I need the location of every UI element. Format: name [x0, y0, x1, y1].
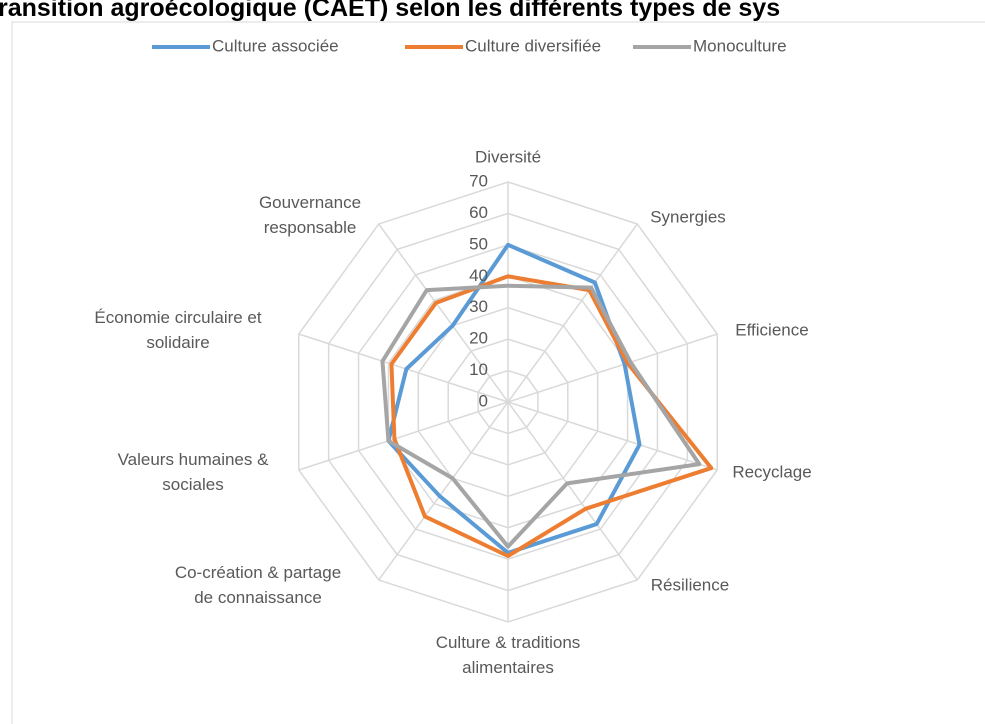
tick-label: 40	[469, 266, 488, 285]
series-line	[380, 283, 702, 549]
tick-label: 70	[469, 171, 488, 190]
legend-label: Culture associée	[212, 36, 339, 55]
axis-label: Gouvernance responsable	[258, 193, 362, 237]
axis-label: Valeurs humaines & sociales	[117, 450, 269, 494]
axis-label: Efficience	[735, 320, 809, 340]
spoke	[507, 333, 718, 403]
axis-label: Synergies	[650, 207, 726, 227]
chart-frame	[11, 21, 985, 724]
axis-label: Recyclage	[732, 462, 812, 482]
spoke	[507, 401, 718, 471]
series-line	[389, 274, 714, 558]
axis-label: Diversité	[474, 147, 542, 167]
tick-label: 30	[469, 297, 488, 316]
tick-label: 10	[469, 360, 488, 379]
spoke	[298, 401, 509, 471]
tick-label: 50	[469, 234, 488, 253]
tick-label: 60	[469, 203, 488, 222]
spoke	[378, 223, 509, 403]
legend-label: Culture diversifiée	[465, 36, 601, 55]
spoke	[298, 333, 509, 403]
legend-label: Monoculture	[693, 36, 787, 55]
tick-label: 20	[469, 329, 488, 348]
axis-label: Co-création & partage de connaissance	[174, 563, 342, 607]
spoke	[507, 223, 638, 403]
axis-label: Culture & traditions alimentaires	[435, 633, 581, 677]
spoke	[378, 401, 509, 581]
axis-label: Résilience	[650, 575, 730, 595]
chart-title: ransition agroécologique (CAET) selon le…	[0, 0, 781, 22]
tick-label: 0	[479, 391, 488, 410]
axis-label: Économie circulaire et solidaire	[94, 308, 262, 352]
spoke	[507, 401, 638, 581]
